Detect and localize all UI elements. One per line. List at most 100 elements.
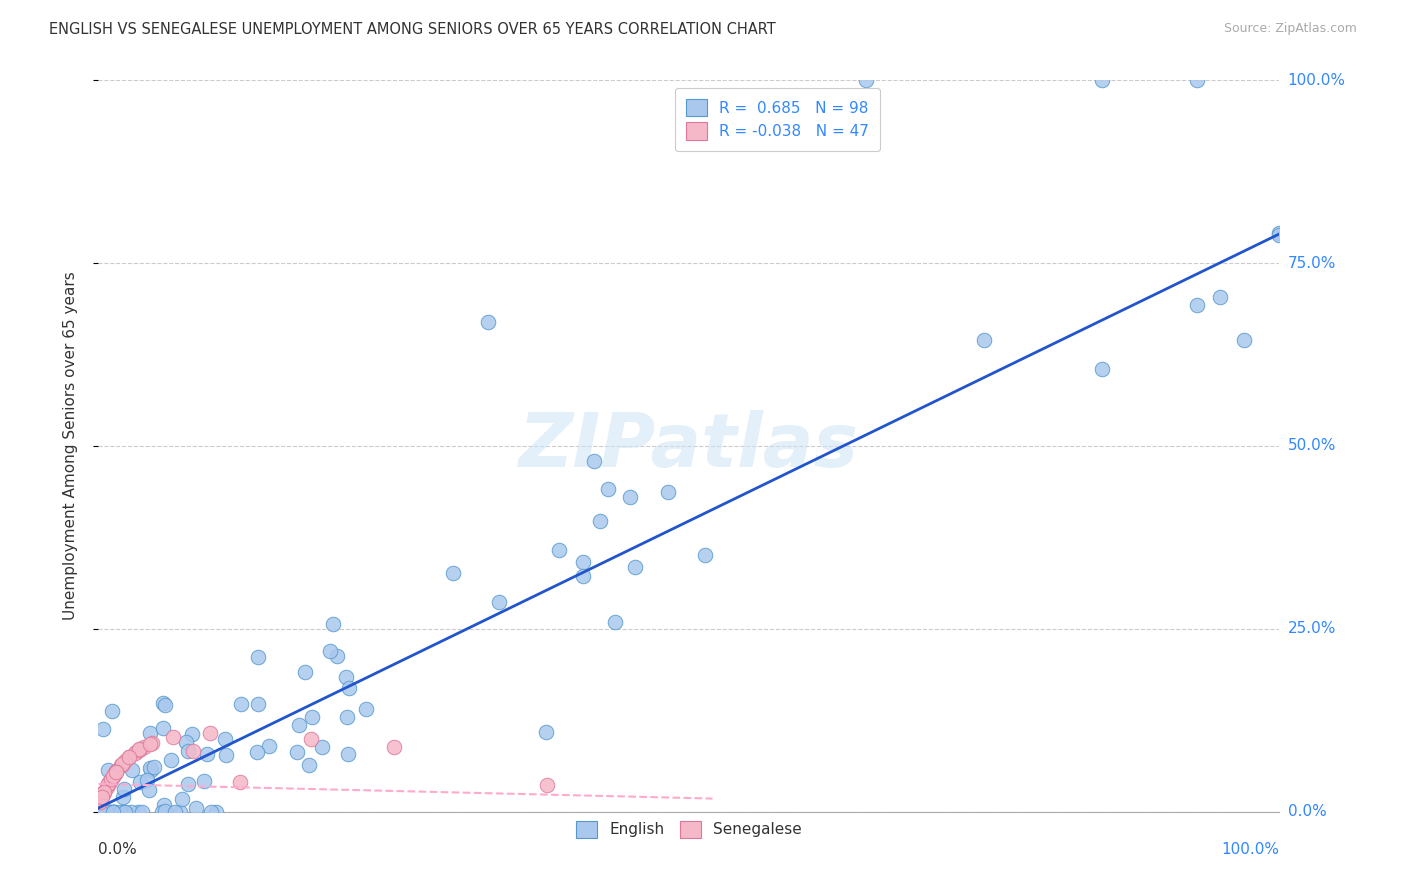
Point xyxy=(354,701,377,715)
Point xyxy=(169,805,191,819)
Point xyxy=(193,774,215,789)
Point xyxy=(143,760,166,774)
Point xyxy=(177,743,200,757)
Point xyxy=(184,801,207,815)
Point xyxy=(247,698,270,712)
Point xyxy=(174,735,197,749)
Point xyxy=(229,774,252,789)
Point xyxy=(97,776,120,790)
Point xyxy=(90,791,112,805)
Point xyxy=(93,785,115,799)
Point xyxy=(488,595,510,609)
Point xyxy=(128,742,150,756)
Point xyxy=(90,805,112,819)
Point xyxy=(98,805,121,819)
Point xyxy=(100,772,122,786)
Point xyxy=(112,781,135,796)
Point xyxy=(100,704,122,718)
Point xyxy=(536,725,558,739)
Point xyxy=(301,710,323,724)
Point xyxy=(624,560,647,574)
Point xyxy=(1268,228,1291,243)
Point xyxy=(536,778,558,792)
Point xyxy=(114,755,136,769)
Point xyxy=(572,569,595,583)
Point xyxy=(1268,227,1291,241)
Point xyxy=(135,772,157,787)
Point xyxy=(101,805,124,819)
Point xyxy=(695,549,717,563)
Point xyxy=(138,782,160,797)
Point xyxy=(477,315,499,329)
Y-axis label: Unemployment Among Seniors over 65 years: Unemployment Among Seniors over 65 years xyxy=(63,272,77,620)
Point xyxy=(100,805,122,819)
Point xyxy=(214,747,236,762)
Point xyxy=(101,805,124,819)
Text: Source: ZipAtlas.com: Source: ZipAtlas.com xyxy=(1223,22,1357,36)
Point xyxy=(153,804,176,818)
Point xyxy=(583,453,606,467)
Text: 0.0%: 0.0% xyxy=(98,842,138,857)
Point xyxy=(162,730,184,744)
Point xyxy=(108,805,131,819)
Point xyxy=(91,722,114,736)
Point xyxy=(152,797,174,812)
Point xyxy=(214,731,236,746)
Text: 50.0%: 50.0% xyxy=(1288,439,1336,453)
Point xyxy=(298,758,321,772)
Point xyxy=(90,805,112,819)
Point xyxy=(596,482,619,496)
Point xyxy=(1185,298,1208,312)
Point xyxy=(336,747,359,761)
Point xyxy=(229,698,252,712)
Text: ENGLISH VS SENEGALESE UNEMPLOYMENT AMONG SENIORS OVER 65 YEARS CORRELATION CHART: ENGLISH VS SENEGALESE UNEMPLOYMENT AMONG… xyxy=(49,22,776,37)
Point xyxy=(97,763,120,777)
Point xyxy=(299,731,322,746)
Point xyxy=(89,793,111,807)
Point xyxy=(111,757,134,772)
Point xyxy=(1091,73,1114,87)
Point xyxy=(1233,334,1256,348)
Point xyxy=(152,721,174,735)
Point xyxy=(572,555,595,569)
Point xyxy=(89,795,111,809)
Text: 0.0%: 0.0% xyxy=(1288,805,1326,819)
Point xyxy=(134,739,156,754)
Point xyxy=(335,670,357,684)
Point xyxy=(973,333,995,347)
Point xyxy=(112,805,135,819)
Point xyxy=(110,757,132,772)
Point xyxy=(1091,362,1114,376)
Point xyxy=(150,805,173,819)
Point xyxy=(111,757,134,772)
Point xyxy=(619,490,641,504)
Point xyxy=(104,764,127,779)
Point xyxy=(104,805,127,819)
Point xyxy=(139,726,162,740)
Point xyxy=(197,747,219,761)
Point xyxy=(91,786,114,800)
Point xyxy=(111,789,134,804)
Point xyxy=(118,750,141,764)
Point xyxy=(89,794,111,808)
Point xyxy=(94,805,117,819)
Point xyxy=(200,805,222,819)
Legend: English, Senegalese: English, Senegalese xyxy=(569,814,808,845)
Point xyxy=(198,726,221,740)
Point xyxy=(103,805,125,819)
Point xyxy=(138,761,160,775)
Point xyxy=(98,773,121,788)
Point xyxy=(337,681,360,695)
Point xyxy=(548,543,571,558)
Point xyxy=(855,73,877,87)
Point xyxy=(101,805,124,819)
Point xyxy=(138,737,160,751)
Point xyxy=(91,787,114,801)
Point xyxy=(104,765,127,780)
Point xyxy=(311,739,333,754)
Point xyxy=(128,743,150,757)
Point xyxy=(104,764,127,779)
Point xyxy=(246,745,269,759)
Point xyxy=(170,791,193,805)
Point xyxy=(176,777,198,791)
